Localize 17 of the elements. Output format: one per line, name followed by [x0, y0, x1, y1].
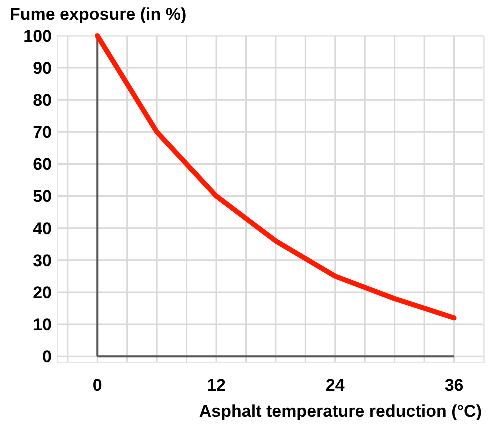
x-tick-label: 24: [326, 376, 346, 395]
y-tick-label: 60: [33, 155, 52, 174]
y-tick-label: 80: [33, 91, 52, 110]
y-tick-label: 50: [33, 187, 52, 206]
x-tick-label: 12: [207, 376, 226, 395]
chart-title: Fume exposure (in %): [10, 5, 187, 24]
y-tick-label: 70: [33, 123, 52, 142]
x-tick-label: 0: [92, 376, 102, 395]
y-tick-label: 0: [42, 348, 52, 367]
y-tick-label: 30: [33, 251, 52, 270]
y-tick-label: 20: [33, 283, 52, 302]
y-tick-label: 100: [24, 26, 52, 46]
y-tick-label: 40: [33, 219, 52, 238]
y-tick-label: 10: [33, 315, 52, 334]
x-axis-title: Asphalt temperature reduction (°C): [199, 402, 482, 421]
y-tick-label: 90: [33, 59, 52, 78]
x-tick-label: 36: [444, 376, 464, 395]
